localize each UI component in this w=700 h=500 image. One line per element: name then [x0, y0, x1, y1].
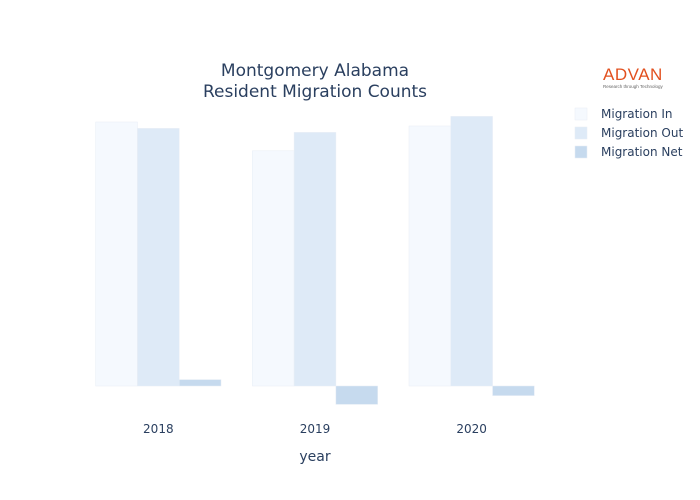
- chart-subtitle: Resident Migration Counts: [203, 82, 427, 102]
- bar-migration-out-2020[interactable]: [450, 116, 493, 387]
- legend-swatch-migration-in[interactable]: [574, 107, 588, 121]
- legend-label-migration-out[interactable]: Migration Out: [601, 126, 683, 140]
- bar-migration-in-2020[interactable]: [408, 125, 452, 387]
- bar-migration-in-2019[interactable]: [252, 150, 295, 387]
- x-axis-title: year: [299, 449, 330, 465]
- legend[interactable]: Migration In Migration Out Migration Net: [574, 107, 683, 159]
- bar-migration-net-2019[interactable]: [335, 385, 378, 405]
- logo-tagline: Research through Technology: [603, 84, 663, 89]
- bar-migration-out-2019[interactable]: [293, 132, 337, 387]
- bar-migration-net-2018[interactable]: [178, 379, 222, 387]
- bars-layer: [95, 116, 535, 405]
- x-tick-label: 2019: [300, 422, 331, 436]
- bar-migration-net-2020[interactable]: [492, 385, 535, 396]
- x-tick-label: 2020: [456, 422, 487, 436]
- legend-swatch-migration-out[interactable]: [574, 126, 588, 140]
- logo-wordmark: ADVAN: [603, 65, 663, 84]
- legend-label-migration-in[interactable]: Migration In: [601, 107, 673, 121]
- x-tick-label: 2018: [143, 422, 174, 436]
- legend-swatch-migration-net[interactable]: [574, 145, 588, 159]
- legend-label-migration-net[interactable]: Migration Net: [601, 145, 683, 159]
- advan-logo: ADVAN Research through Technology: [603, 66, 683, 92]
- x-axis-ticks: 2018 2019 2020: [143, 422, 487, 436]
- chart-title: Montgomery Alabama: [221, 61, 409, 81]
- bar-migration-out-2018[interactable]: [137, 128, 180, 387]
- bar-migration-in-2018[interactable]: [95, 121, 138, 387]
